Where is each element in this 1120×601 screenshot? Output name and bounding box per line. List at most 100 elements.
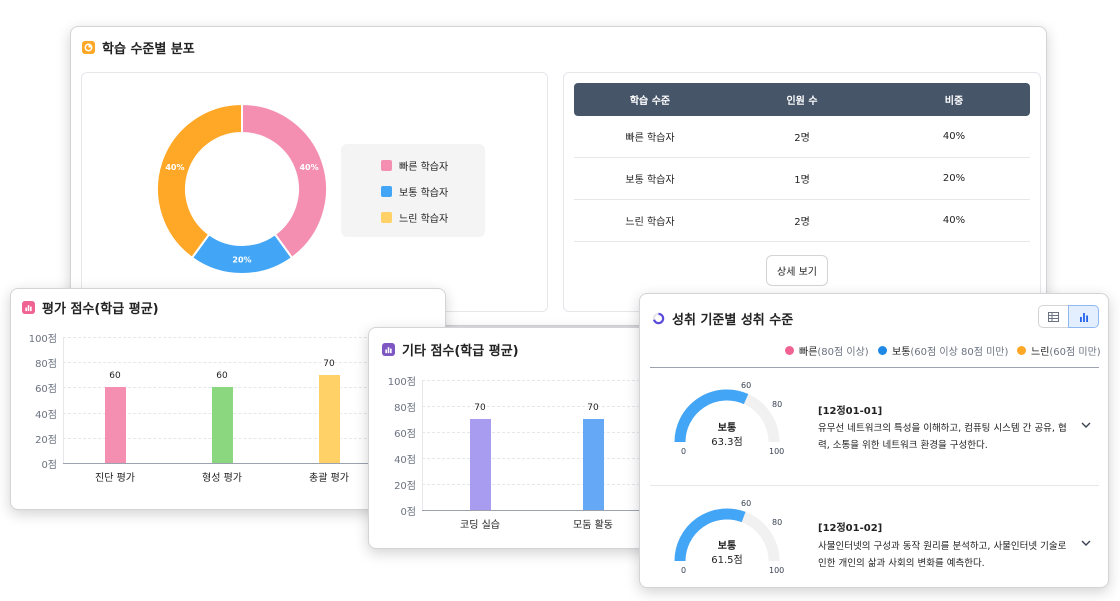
legend-dot-normal <box>878 346 887 355</box>
bar[interactable] <box>104 387 126 463</box>
donut-slice[interactable] <box>241 102 328 260</box>
legend-label: 느린 <box>1031 347 1050 358</box>
gridline <box>63 362 437 364</box>
standard-description: 사물인터넷의 구성과 동작 원리를 분석하고, 사물인터넷 기술로 인한 개인의… <box>818 541 1067 569</box>
legend-dot-slow <box>1017 346 1026 355</box>
legend-dot-fast <box>785 346 794 355</box>
donut-legend: 빠른 학습자 보통 학습자 느린 학습자 <box>341 144 485 237</box>
gridline <box>422 432 660 433</box>
table-header: 학습 수준 인원 수 비중 <box>574 83 1030 116</box>
gridline <box>63 387 437 389</box>
bar-value-label: 60 <box>109 371 121 382</box>
gridline <box>63 412 437 414</box>
legend-label-slow: 느린 학습자 <box>399 214 449 225</box>
y-tick-label: 80점 <box>35 359 57 371</box>
y-axis <box>422 380 423 510</box>
chart-view-button[interactable] <box>1068 305 1099 328</box>
achievement-title-text: 성취 기준별 성취 수준 <box>672 313 794 328</box>
gauge-tick-80: 80 <box>772 518 783 527</box>
legend-item-slow: 느린 학습자 <box>381 210 448 225</box>
distribution-title: 학습 수준별 분포 <box>82 38 195 57</box>
y-tick-label: 0점 <box>400 507 416 518</box>
gauge-tick-80: 80 <box>772 400 783 409</box>
table-cell-level: 느린 학습자 <box>625 217 675 228</box>
chevron-down-icon[interactable] <box>1080 419 1092 431</box>
x-tick-label: 총괄 평가 <box>309 473 349 484</box>
table-header-ratio: 비중 <box>944 96 964 107</box>
chevron-down-icon[interactable] <box>1080 537 1092 549</box>
x-tick-label: 형성 평가 <box>202 473 242 484</box>
bar-value-label: 70 <box>587 403 599 413</box>
gauge-fill <box>674 508 746 562</box>
other-scores-card <box>368 327 668 549</box>
table-cell-level: 보통 학습자 <box>625 175 675 186</box>
distribution-title-text: 학습 수준별 분포 <box>102 42 195 57</box>
gauge-tick-100: 100 <box>769 566 785 575</box>
achievement-card <box>639 293 1109 588</box>
table-cell-ratio: 20% <box>942 173 966 184</box>
table-row: 느린 학습자 2명 40% <box>574 200 1030 242</box>
y-axis <box>63 337 64 463</box>
table-view-button[interactable] <box>1038 305 1069 328</box>
gridline <box>422 484 660 485</box>
x-tick-label: 모둠 활동 <box>573 520 613 531</box>
gridline <box>63 437 437 439</box>
level-legend-slow: 느린 (60점 미만) <box>1017 343 1101 358</box>
legend-label: 빠른 <box>799 347 818 358</box>
donut-slice-label: 40% <box>299 163 318 172</box>
bar[interactable] <box>469 419 491 510</box>
bar[interactable] <box>582 419 604 510</box>
table-header-level: 학습 수준 <box>629 96 671 107</box>
legend-swatch-normal <box>381 186 392 197</box>
donut-slice-label: 40% <box>165 163 184 172</box>
x-axis <box>422 510 660 511</box>
eval-scores-title-text: 평가 점수(학급 평균) <box>42 302 159 317</box>
gridline <box>63 337 437 338</box>
legend-detail: (80점 이상) <box>817 347 869 358</box>
gauge-score: 61.5점 <box>711 555 743 566</box>
x-axis <box>63 463 437 464</box>
table-cell-level: 빠른 학습자 <box>625 133 675 144</box>
achievement-gauge <box>674 389 780 443</box>
detail-button[interactable]: 상세 보기 <box>766 255 828 286</box>
bar-value-label: 70 <box>474 403 486 413</box>
x-tick-label: 코딩 실습 <box>460 520 500 531</box>
legend-label-normal: 보통 학습자 <box>399 188 449 199</box>
gridline <box>422 380 660 381</box>
gauge-level: 보통 <box>717 423 737 434</box>
other-scores-title-text: 기타 점수(학급 평균) <box>402 344 519 359</box>
y-tick-label: 60점 <box>394 429 416 440</box>
legend-label: 보통 <box>892 347 911 358</box>
achievement-gauge <box>674 508 780 562</box>
standard-description: 유무선 네트워크의 특성을 이해하고, 컴퓨팅 시스템 간 공유, 협력, 소통… <box>818 423 1067 451</box>
gauge-tick-0: 0 <box>681 566 687 575</box>
gauge-tick-0: 0 <box>681 447 687 456</box>
bar-value-label: 60 <box>216 371 228 382</box>
legend-item-fast: 빠른 학습자 <box>381 158 448 173</box>
y-tick-label: 60점 <box>35 384 57 396</box>
table-cell-ratio: 40% <box>942 131 966 142</box>
pie-chart-icon <box>82 41 95 54</box>
gauge-level: 보통 <box>717 541 737 552</box>
table-view-icon <box>1048 311 1059 322</box>
level-legend-fast: 빠른 (80점 이상) <box>785 343 869 358</box>
achievement-title: 성취 기준별 성취 수준 <box>652 309 793 328</box>
legend-swatch-fast <box>381 160 392 171</box>
y-tick-label: 0점 <box>41 460 57 471</box>
gridline <box>422 458 660 459</box>
donut-slice-label: 20% <box>232 256 251 265</box>
donut-slice[interactable] <box>190 232 294 275</box>
gauge-score: 63.3점 <box>711 437 743 448</box>
donut-slice[interactable] <box>156 102 243 260</box>
bar[interactable] <box>318 374 340 463</box>
legend-detail: (60점 이상 80점 미만) <box>910 347 1009 358</box>
y-tick-label: 20점 <box>35 434 57 446</box>
legend-swatch-slow <box>381 212 392 223</box>
legend-label-fast: 빠른 학습자 <box>399 162 449 173</box>
table-cell-count: 2명 <box>794 217 810 228</box>
bar[interactable] <box>211 387 233 463</box>
divider <box>650 485 1099 486</box>
y-tick-label: 40점 <box>35 409 57 421</box>
y-tick-label: 100점 <box>387 377 416 388</box>
x-tick-label: 진단 평가 <box>95 473 135 484</box>
